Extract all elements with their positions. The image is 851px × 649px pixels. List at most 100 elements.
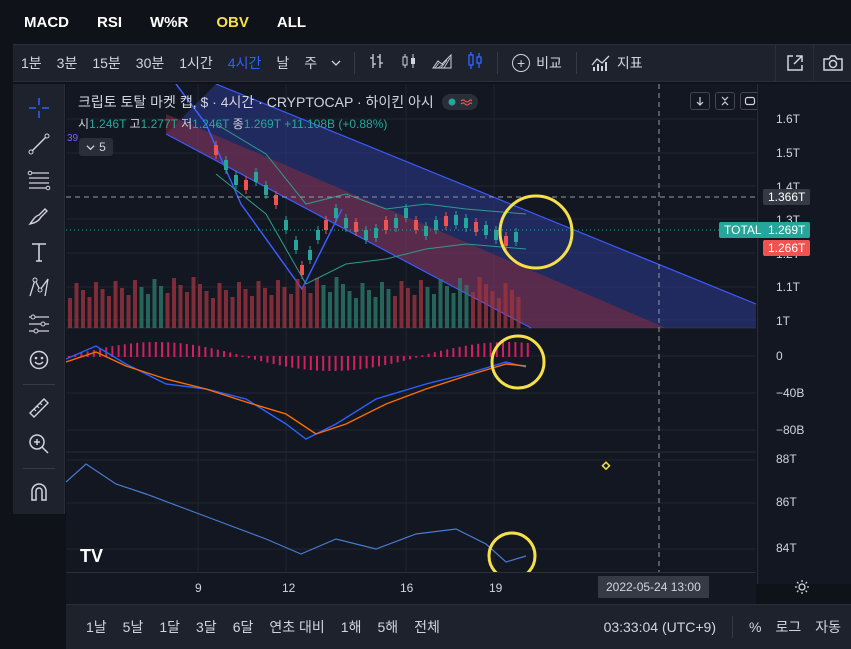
pattern-icon[interactable] [25, 274, 53, 302]
fullscreen-button[interactable] [775, 44, 813, 82]
timeframe-4h[interactable]: 4시간 [227, 55, 262, 71]
volume-bar [425, 287, 430, 328]
fib-lines-icon[interactable] [25, 166, 53, 194]
time-tick: 16 [400, 581, 414, 595]
scale-settings-button[interactable] [794, 579, 810, 600]
time-tick: 12 [282, 581, 296, 595]
macd-histogram-bar [235, 354, 238, 357]
heikin-ashi-icon[interactable] [459, 51, 491, 75]
smiley-icon[interactable] [25, 346, 53, 374]
chevron-down-icon [86, 144, 95, 150]
snapshot-button[interactable] [813, 44, 851, 82]
marker-diamond [601, 461, 611, 471]
volume-bar [133, 280, 137, 328]
candlestick-icon[interactable] [393, 52, 425, 74]
volume-bar [152, 279, 157, 328]
tab-macd[interactable]: MACD [24, 13, 69, 31]
indicators-button[interactable]: 지표 [583, 53, 651, 73]
gear-icon [795, 580, 809, 594]
low-value: 1.246T [192, 117, 230, 131]
volume-bar [198, 284, 202, 328]
macd-histogram-bar [241, 355, 244, 357]
macd-histogram-bar [446, 349, 449, 357]
range-1m[interactable]: 1달 [159, 619, 181, 635]
timeframe-week[interactable]: 주 [304, 55, 318, 71]
range-5d[interactable]: 5날 [122, 619, 144, 635]
macd-histogram-bar [421, 355, 424, 357]
tab-rsi[interactable]: RSI [97, 13, 123, 31]
trend-line-icon[interactable] [25, 130, 53, 158]
macd-histogram-bar [173, 342, 176, 357]
candle-body [394, 218, 398, 228]
price-scale[interactable]: 1.6T 1.5T 1.4T 1.3T 1.2T 1.1T 1T 1.366T … [757, 84, 851, 594]
bollinger-lower [215, 173, 527, 285]
tradingview-logo: TV [80, 546, 103, 566]
tab-wr[interactable]: W%R [150, 13, 189, 31]
crosshair-icon[interactable] [25, 94, 53, 122]
chevron-down-icon[interactable] [324, 55, 348, 72]
timeframe-30m[interactable]: 30분 [135, 55, 165, 71]
tab-obv[interactable]: OBV [216, 13, 249, 31]
log-toggle[interactable]: 로그 [775, 619, 802, 635]
auto-toggle[interactable]: 자동 [815, 619, 841, 635]
bar-chart-icon[interactable] [361, 52, 393, 74]
timeframe-day[interactable]: 날 [276, 55, 290, 71]
volume-bar [94, 282, 98, 328]
magnet-icon[interactable] [25, 478, 53, 506]
macd-histogram-bar [179, 343, 182, 357]
chart-area[interactable]: TV [65, 83, 757, 604]
candle-body [264, 185, 268, 195]
volume-bar [432, 294, 436, 328]
timeframe-3m[interactable]: 3분 [56, 55, 78, 71]
macd-histogram-bar [371, 356, 374, 368]
compare-button[interactable]: + 비교 [504, 53, 570, 73]
volume-bar [393, 296, 397, 328]
volume-bar [445, 286, 449, 328]
range-ytd[interactable]: 연초 대비 [269, 619, 325, 635]
area-chart-icon[interactable] [425, 52, 459, 74]
highlight-circle [490, 334, 546, 390]
clock[interactable]: 03:33:04 (UTC+9) [603, 619, 717, 635]
range-5y[interactable]: 5해 [377, 619, 399, 635]
macd-histogram-bar [359, 356, 362, 370]
percent-toggle[interactable]: % [749, 619, 762, 635]
timeframe-1h[interactable]: 1시간 [179, 55, 213, 71]
move-pane-down-button[interactable] [690, 92, 710, 110]
tab-all[interactable]: ALL [276, 13, 307, 31]
range-6m[interactable]: 6달 [232, 619, 254, 635]
brush-icon[interactable] [25, 202, 53, 230]
arrow-down-icon [696, 97, 704, 106]
range-1y[interactable]: 1해 [340, 619, 362, 635]
prediction-icon[interactable] [25, 310, 53, 338]
macd-histogram-bar [483, 343, 486, 357]
volume-bar [438, 279, 443, 328]
candle-body [244, 180, 248, 190]
candle-body [284, 220, 288, 230]
macd-histogram-bar [92, 349, 95, 357]
text-tool-icon[interactable] [25, 238, 53, 266]
candle-body [464, 218, 468, 228]
volume-bar [497, 298, 501, 328]
maximize-pane-button[interactable] [715, 92, 735, 110]
indicators-label: 지표 [616, 55, 643, 71]
volume-bar [302, 286, 306, 328]
macd-histogram-bar [328, 356, 331, 371]
volume-bar [399, 281, 404, 328]
ruler-icon[interactable] [25, 394, 53, 422]
market-status[interactable] [441, 94, 478, 110]
symbol-title[interactable]: 크립토 토탈 마켓 캡, $ · 4시간 · CRYPTOCAP · 하이킨 아… [78, 94, 434, 110]
macd-histogram-bar [278, 356, 281, 366]
range-3m[interactable]: 3달 [196, 619, 217, 635]
range-all[interactable]: 전체 [414, 619, 440, 635]
toolbar-divider [23, 468, 55, 469]
zoom-in-icon[interactable] [25, 430, 53, 458]
timeframe-1m[interactable]: 1분 [21, 55, 42, 71]
collapse-indicators-button[interactable]: 5 [79, 138, 113, 156]
range-1d[interactable]: 1날 [86, 619, 107, 635]
volume-bar [341, 284, 345, 328]
price-chart[interactable]: TV [65, 83, 757, 581]
volume-bar [211, 298, 215, 328]
volume-bar [217, 283, 222, 328]
timeframe-15m[interactable]: 15분 [92, 55, 121, 71]
volume-bar [412, 295, 417, 328]
